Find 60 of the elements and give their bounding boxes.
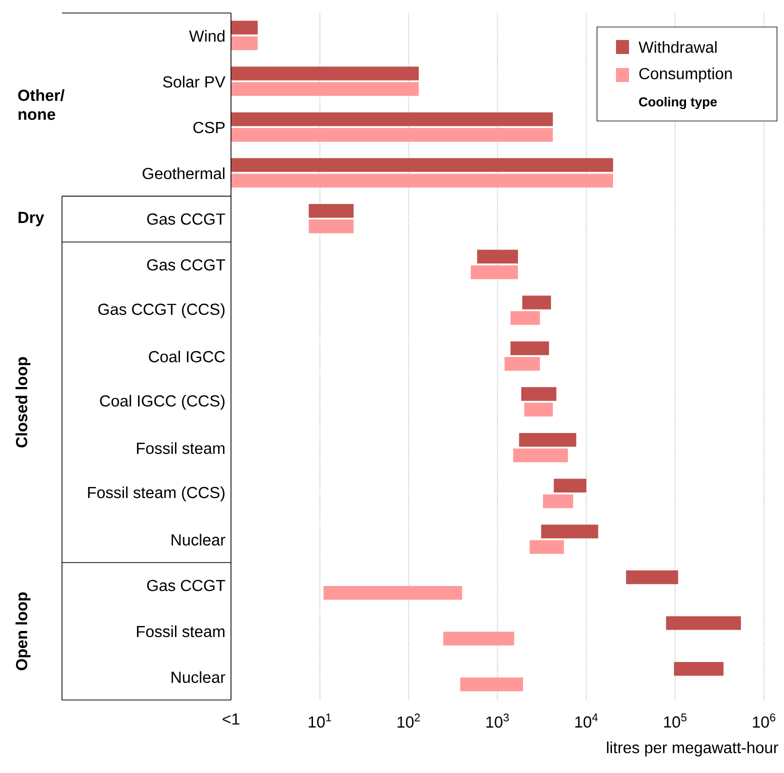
legend-label: Withdrawal bbox=[638, 41, 717, 53]
bar bbox=[477, 250, 518, 264]
bar bbox=[504, 356, 540, 371]
y-tick-label: Gas CCGT bbox=[147, 213, 226, 225]
y-tick-label: Geothermal bbox=[142, 167, 224, 180]
y-tick-label: Coal IGCC bbox=[148, 350, 225, 362]
bar bbox=[308, 204, 354, 218]
bar bbox=[542, 494, 574, 508]
text: Other/ none bbox=[18, 89, 64, 120]
bar bbox=[521, 387, 556, 401]
bar bbox=[530, 540, 564, 554]
bar bbox=[666, 616, 741, 630]
bar bbox=[519, 432, 576, 447]
bar bbox=[541, 524, 598, 538]
legend-label: Consumption bbox=[639, 68, 732, 82]
bar bbox=[230, 158, 614, 172]
y-tick-label: Coal IGCC (CCS) bbox=[100, 394, 224, 410]
bar bbox=[443, 632, 514, 646]
x-tick-label: 10$^{3}$ bbox=[486, 714, 509, 728]
y-tick-label: Gas CCGT bbox=[147, 259, 226, 271]
bar bbox=[230, 128, 553, 142]
y-tick-label: Fossil steam bbox=[136, 625, 224, 638]
bar bbox=[230, 36, 258, 50]
y-tick-label: Solar PV bbox=[163, 76, 226, 88]
y-tick-label: Wind bbox=[189, 30, 224, 42]
y-tick-label: Gas CCGT bbox=[147, 580, 226, 592]
bar bbox=[554, 478, 586, 493]
x-tick-label: 10$^{6}$ bbox=[752, 714, 776, 728]
y-tick-label: CSP bbox=[193, 122, 225, 134]
y-tick-label: Fossil steam bbox=[136, 442, 224, 454]
bar bbox=[470, 265, 518, 280]
bar bbox=[230, 82, 419, 96]
bar bbox=[626, 570, 678, 584]
text: Closed loop bbox=[16, 357, 30, 448]
y-tick-label: Fossil steam (CCS) bbox=[88, 486, 224, 502]
y-tick-label: Nuclear bbox=[172, 671, 226, 683]
bar bbox=[524, 402, 553, 416]
legend-title: Cooling type bbox=[639, 96, 717, 110]
bar bbox=[324, 586, 462, 600]
bar bbox=[230, 20, 258, 35]
x-axis-title: litres per megawatt-hour bbox=[607, 742, 778, 756]
x-tick-label: <1 bbox=[222, 714, 240, 725]
bar bbox=[510, 341, 550, 356]
bar bbox=[460, 678, 524, 692]
x-tick-label: 10$^{4}$ bbox=[575, 714, 598, 728]
x-tick-label: 10$^{1}$ bbox=[308, 714, 332, 728]
bar bbox=[522, 296, 551, 310]
text: Open loop bbox=[16, 592, 30, 670]
y-tick-label: Nuclear bbox=[172, 534, 226, 546]
bar bbox=[230, 174, 614, 188]
bar bbox=[513, 448, 568, 462]
bar bbox=[230, 66, 419, 80]
bar bbox=[230, 112, 553, 126]
x-tick-label: 10$^{2}$ bbox=[398, 714, 420, 728]
y-tick-label: Gas CCGT (CCS) bbox=[98, 303, 224, 318]
bar bbox=[308, 220, 354, 234]
text: Dry bbox=[18, 212, 44, 226]
bar bbox=[510, 311, 540, 325]
x-tick-label: 10$^{5}$ bbox=[664, 714, 686, 728]
bar bbox=[674, 662, 724, 676]
